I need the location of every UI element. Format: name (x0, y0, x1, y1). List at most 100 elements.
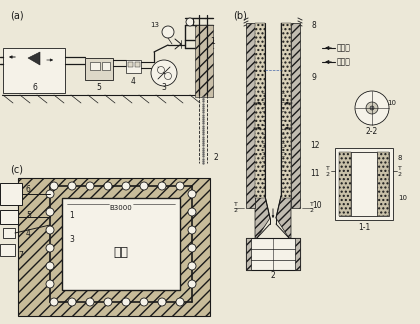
Circle shape (122, 298, 130, 306)
Text: 2: 2 (310, 207, 314, 213)
Bar (291, 23, 300, 208)
Text: 高压水: 高压水 (337, 43, 351, 52)
Text: 2: 2 (270, 271, 276, 280)
Circle shape (86, 298, 94, 306)
Circle shape (186, 18, 194, 26)
Bar (3, 228, 15, 238)
Bar (126, 60, 141, 73)
Text: 8: 8 (398, 155, 402, 161)
Bar (135, 62, 140, 67)
Bar (85, 58, 113, 80)
Circle shape (151, 60, 177, 86)
Circle shape (158, 182, 166, 190)
Bar (377, 152, 389, 216)
Circle shape (86, 182, 94, 190)
Circle shape (176, 298, 184, 306)
Text: 11: 11 (310, 168, 320, 178)
Circle shape (188, 190, 196, 198)
Circle shape (46, 262, 54, 270)
Text: 2: 2 (213, 154, 218, 163)
Bar (351, 152, 377, 216)
Text: 地下水: 地下水 (337, 57, 351, 66)
Bar (339, 152, 351, 216)
Bar (255, 23, 265, 198)
Circle shape (162, 26, 174, 38)
Bar (246, 238, 300, 270)
Bar (339, 152, 389, 216)
Bar (0, 244, 15, 256)
Circle shape (140, 182, 148, 190)
Circle shape (165, 73, 171, 79)
Text: 8: 8 (312, 21, 317, 30)
Text: 2-2: 2-2 (366, 128, 378, 136)
Circle shape (122, 182, 130, 190)
Circle shape (188, 226, 196, 234)
Text: (c): (c) (10, 165, 23, 175)
Circle shape (46, 280, 54, 288)
Text: 4: 4 (131, 77, 135, 87)
Text: 6: 6 (33, 84, 37, 92)
Text: 5: 5 (26, 212, 31, 221)
Text: B3000: B3000 (110, 205, 132, 211)
Bar (90, 62, 100, 70)
Circle shape (50, 182, 58, 190)
Circle shape (46, 244, 54, 252)
Circle shape (188, 244, 196, 252)
Bar (62, 198, 180, 290)
Circle shape (158, 298, 166, 306)
Text: 9: 9 (312, 74, 317, 83)
Circle shape (176, 182, 184, 190)
Text: 10: 10 (388, 100, 396, 106)
Circle shape (46, 190, 54, 198)
Circle shape (355, 91, 389, 125)
Bar (0, 183, 22, 205)
Circle shape (50, 298, 58, 306)
Text: 2: 2 (398, 171, 402, 177)
Text: 5: 5 (97, 84, 102, 92)
Circle shape (140, 298, 148, 306)
Circle shape (104, 182, 112, 190)
Circle shape (68, 298, 76, 306)
Text: 13: 13 (150, 22, 160, 28)
Text: 10: 10 (398, 195, 407, 201)
Text: 2: 2 (326, 171, 330, 177)
Text: (b): (b) (233, 10, 247, 20)
Circle shape (68, 182, 76, 190)
Circle shape (188, 280, 196, 288)
Circle shape (104, 298, 112, 306)
Text: 基坑: 基坑 (113, 246, 129, 259)
Bar (195, 25, 213, 97)
Bar (3, 48, 65, 93)
Circle shape (366, 102, 378, 114)
Bar (335, 148, 393, 220)
Text: T: T (398, 166, 402, 170)
Text: 7: 7 (18, 251, 23, 260)
Text: T: T (310, 202, 314, 206)
Text: 12: 12 (310, 142, 320, 151)
Text: 3: 3 (70, 236, 74, 245)
Text: 1: 1 (210, 38, 215, 47)
Text: 6: 6 (26, 184, 31, 193)
Polygon shape (28, 52, 40, 65)
Text: 10: 10 (312, 202, 322, 211)
Circle shape (158, 66, 165, 74)
Circle shape (188, 262, 196, 270)
Text: 1-1: 1-1 (358, 224, 370, 233)
Text: (a): (a) (10, 10, 24, 20)
Circle shape (46, 226, 54, 234)
Text: 2: 2 (234, 207, 238, 213)
Bar (18, 178, 210, 316)
Text: 3: 3 (162, 84, 166, 92)
Bar (128, 62, 133, 67)
Bar (246, 238, 251, 270)
Text: 4: 4 (26, 228, 31, 237)
Bar (0, 210, 18, 224)
Text: 1: 1 (70, 211, 74, 219)
Text: T: T (326, 166, 330, 170)
Ellipse shape (359, 159, 369, 209)
Bar (295, 238, 300, 270)
Polygon shape (255, 196, 270, 238)
Circle shape (46, 208, 54, 216)
Bar (246, 23, 255, 208)
Bar (102, 62, 110, 70)
